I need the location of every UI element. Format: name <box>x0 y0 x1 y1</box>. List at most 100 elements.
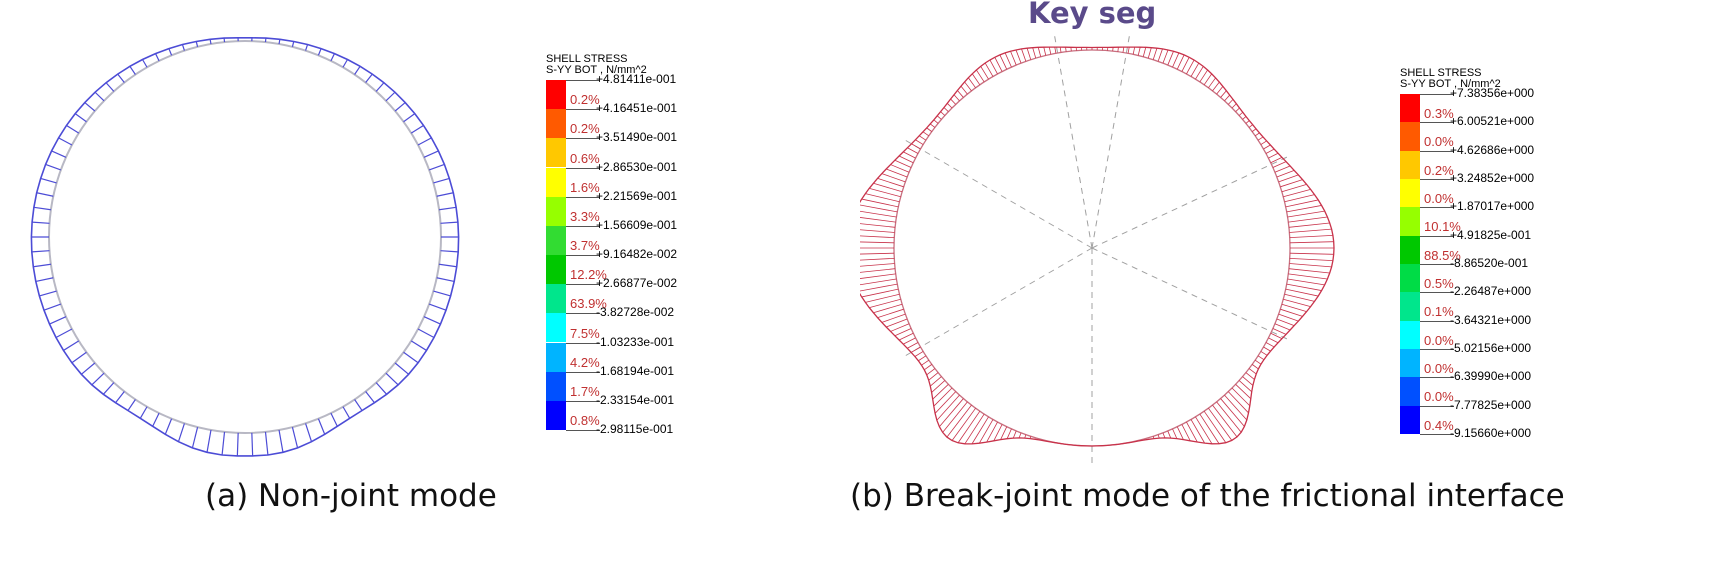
stress-hatch-line <box>986 421 998 443</box>
panel-non-joint: SHELL STRESS S-YY BOT , N/mm^2 0.2% 0.2% 0… <box>30 36 677 514</box>
stress-hatch-line <box>860 210 897 218</box>
stress-hatch-line <box>1037 47 1042 57</box>
legend-bound-value: -3.64321e+000 <box>1450 312 1532 327</box>
stress-hatch-line <box>115 391 125 404</box>
stress-hatch-line <box>1195 66 1204 80</box>
stress-hatch-line <box>860 278 897 286</box>
legend-bound-tick <box>1420 405 1454 407</box>
stress-hatch-line <box>860 229 895 233</box>
stress-hatch-line <box>342 406 351 419</box>
legend-color-band <box>546 400 566 430</box>
stress-hatch-line <box>94 91 105 102</box>
stress-hatch-line <box>930 376 942 387</box>
stress-hatch-line <box>1268 337 1279 344</box>
stress-hatch-line <box>1142 47 1147 57</box>
stress-hatch-line <box>1283 189 1311 198</box>
stress-hatch-line <box>943 107 949 112</box>
stress-hatch-line <box>999 54 1008 70</box>
stress-hatch-line <box>439 206 457 211</box>
stress-hatch-line <box>129 66 136 75</box>
stress-hatch-line <box>385 372 399 386</box>
stress-hatch-line <box>1181 424 1191 441</box>
stress-hatch-line <box>894 159 912 168</box>
stress-hatch-line <box>410 124 424 134</box>
stress-hatch-line <box>915 139 924 145</box>
stress-hatch-line <box>898 155 914 164</box>
stress-hatch-line <box>1289 228 1332 233</box>
stress-hatch-line <box>932 384 949 400</box>
stress-hatch-line <box>957 410 981 443</box>
stress-hatch-line <box>939 398 964 427</box>
legend-bound-tick <box>566 196 600 198</box>
legend-percent: 63.9% <box>570 296 607 312</box>
stress-hatch-line <box>1280 308 1303 317</box>
stress-hatch-line <box>221 431 226 456</box>
stress-hatch-line <box>1054 47 1057 54</box>
stress-hatch-line <box>1272 328 1287 335</box>
stress-hatch-line <box>994 57 1003 72</box>
key-segment-label: Key seg <box>1028 0 1157 30</box>
stress-hatch-line <box>1199 69 1208 83</box>
stress-hatch-line <box>886 318 908 328</box>
stress-hatch-line <box>1265 148 1275 154</box>
stress-hatch-line <box>127 399 136 411</box>
stress-hatch-line <box>428 163 445 171</box>
stress-hatch-line <box>66 124 80 134</box>
legend-bound-tick <box>1420 377 1454 379</box>
legend-bound-tick <box>1420 349 1454 350</box>
stress-hatch-line <box>1026 48 1032 60</box>
stress-hatch-line <box>191 427 199 448</box>
legend-bound-value: +4.62686e+000 <box>1450 142 1535 157</box>
stress-hatch-line <box>181 44 186 51</box>
stress-hatch-line <box>1117 47 1119 52</box>
legend-percent: 0.6% <box>570 150 600 166</box>
stress-hatch-line <box>1176 54 1185 70</box>
stress-hatch-line <box>1172 428 1178 439</box>
stress-hatch-line <box>960 85 968 95</box>
stress-hatch-line <box>1289 263 1332 268</box>
legend-bound-tick <box>1420 94 1454 95</box>
legend-bound-value: +3.24852e+000 <box>1450 171 1535 185</box>
stress-hatch-line <box>918 355 927 362</box>
stress-hatch-line <box>317 418 326 435</box>
stress-hatch-line <box>1276 318 1295 326</box>
legend-bound-value: +6.00521e+000 <box>1450 114 1535 129</box>
stress-hatch-line <box>417 137 432 146</box>
stress-hatch-line <box>417 328 435 339</box>
stress-hatch-line <box>304 44 309 51</box>
legend-percent: 0.0% <box>1424 389 1454 405</box>
legend-percent: 7.5% <box>570 325 600 341</box>
stress-hatch-line <box>860 241 895 244</box>
stress-hatch-line <box>403 113 416 123</box>
stress-hatch-line <box>865 193 900 203</box>
legend-bound-value: -2.26487e+000 <box>1450 284 1532 299</box>
legend-bound-value: -1.68194e-001 <box>596 363 675 378</box>
legend-scale: 0.2% 0.2% 0.6% 1.6% 3.3% 3.7% 12.2% 63.9% 7.5% 4.… <box>546 72 677 436</box>
stress-hatch-line <box>1186 59 1195 75</box>
stress-hatch-line <box>55 328 73 339</box>
legend-color-band <box>546 371 566 401</box>
stress-hatch-line <box>330 412 338 427</box>
segment-joint-line <box>1053 31 1093 249</box>
stress-hatch-line <box>942 401 968 433</box>
legend-color-band <box>546 80 566 110</box>
stress-hatch-line <box>1212 81 1220 92</box>
stress-hatch-line <box>58 137 73 146</box>
stress-hatch-line <box>423 316 441 325</box>
stress-hatch-line <box>375 382 388 395</box>
stress-hatch-line <box>436 277 455 283</box>
legend-color-band <box>1400 235 1420 264</box>
legend-bound-tick <box>566 430 600 431</box>
stress-hatch-line <box>105 82 115 92</box>
stress-hatch-line <box>1231 387 1251 407</box>
stress-hatch-line <box>989 59 998 75</box>
legend-break-joint: SHELL STRESS S-YY BOT , N/mm^2 0.3% 0.0% 0… <box>1400 68 1534 440</box>
stress-hatch-line <box>877 177 904 188</box>
stress-hatch-line <box>1162 432 1166 439</box>
legend-color-band <box>1400 122 1420 151</box>
legend-bound-tick <box>566 167 600 169</box>
stress-hatch-line <box>964 81 972 92</box>
legend-percent: 0.5% <box>1424 275 1454 291</box>
stress-hatch-line <box>1147 47 1152 59</box>
stress-hatch-line <box>894 328 912 337</box>
